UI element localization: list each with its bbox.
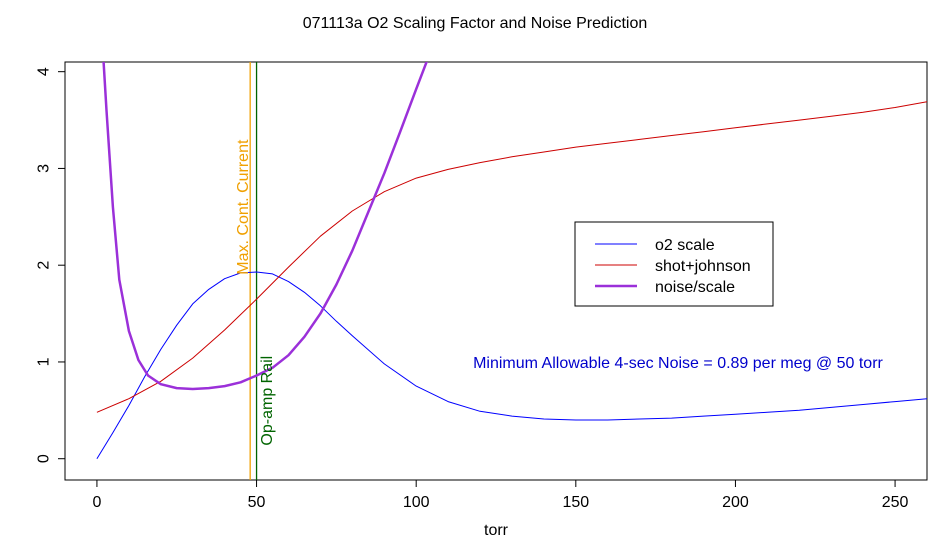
legend-label-shot-johnson: shot+johnson	[655, 258, 751, 275]
x-axis-label: torr	[484, 522, 509, 539]
x-axis: 0 50 100 150 200 250	[92, 479, 909, 511]
legend-label-noise-scale: noise/scale	[655, 279, 735, 296]
y-tick-label: 1	[36, 357, 53, 366]
plot-area: Max. Cont. Current Op-amp Rail	[96, 62, 927, 480]
x-tick-label: 50	[248, 494, 266, 511]
o2-scale-series-line	[96, 271, 927, 459]
x-tick-label: 150	[562, 494, 589, 511]
noise-scale-series-line	[102, 62, 428, 391]
max-current-label: Max. Cont. Current	[235, 139, 252, 275]
y-tick-label: 0	[36, 454, 53, 463]
legend-box	[574, 221, 774, 307]
noise-annotation: Minimum Allowable 4-sec Noise = 0.89 per…	[473, 355, 883, 372]
y-tick-label: 4	[36, 67, 53, 76]
chart-title: 071113a O2 Scaling Factor and Noise Pred…	[303, 15, 648, 32]
x-tick-label: 200	[722, 494, 749, 511]
y-tick-label: 3	[36, 164, 53, 173]
shot-johnson-series-line	[96, 101, 927, 413]
y-tick-label: 2	[36, 261, 53, 270]
plot-series-group	[96, 62, 927, 480]
legend: o2 scale shot+johnson noise/scale	[574, 221, 774, 307]
plot-frame	[64, 61, 928, 481]
opamp-rail-label: Op-amp Rail	[259, 356, 276, 446]
x-tick-label: 250	[882, 494, 909, 511]
x-tick-label: 0	[92, 494, 101, 511]
x-tick-label: 100	[403, 494, 430, 511]
y-axis: 0 1 2 3 4	[36, 67, 66, 463]
legend-label-o2-scale: o2 scale	[655, 237, 715, 254]
